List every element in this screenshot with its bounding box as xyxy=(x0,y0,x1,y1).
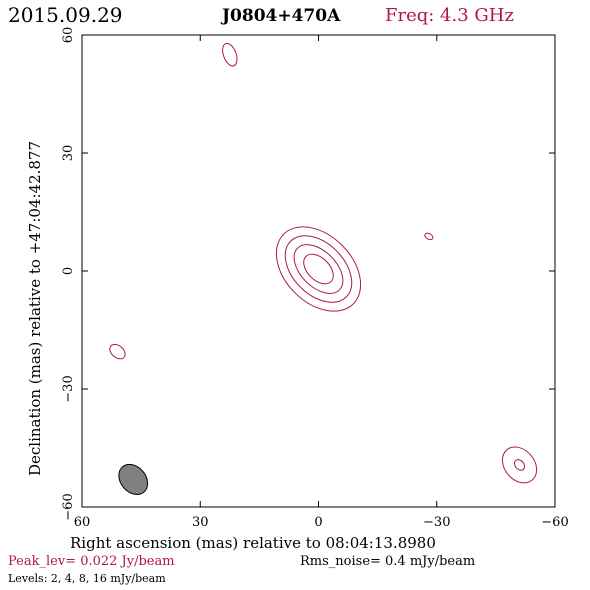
y-tick-label: −60 xyxy=(61,493,76,520)
x-tick-label: 0 xyxy=(314,515,322,530)
x-tick-label: 60 xyxy=(74,515,91,530)
x-axis-label: Right ascension (mas) relative to 08:04:… xyxy=(70,534,436,552)
rms-noise: Rms_noise= 0.4 mJy/beam xyxy=(300,554,475,569)
contour-core xyxy=(275,226,362,312)
frequency-label: Freq: 4.3 GHz xyxy=(385,5,514,26)
contour-core xyxy=(293,244,344,294)
source-name: J0804+470A xyxy=(220,6,341,26)
axis-ticks xyxy=(81,34,556,508)
y-tick-label: −30 xyxy=(61,375,76,402)
contour-w-dot xyxy=(424,232,434,241)
plot-frame xyxy=(81,34,556,508)
y-tick-label: 0 xyxy=(61,267,76,275)
contour-levels: Levels: 2, 4, 8, 16 mJy/beam xyxy=(8,572,166,585)
x-tick-label: −30 xyxy=(423,515,450,530)
y-axis-label: Declination (mas) relative to +47:04:42.… xyxy=(26,141,44,476)
y-tick-label: 30 xyxy=(61,145,76,162)
contour-sw-blob xyxy=(501,446,538,484)
beam-ellipse xyxy=(118,463,149,496)
beam-shape xyxy=(118,463,149,496)
x-tick-label: −60 xyxy=(541,515,568,530)
axis-tick-labels: 60 30 0 −30 −60 −60 −30 0 30 60 xyxy=(61,27,569,530)
contour-core xyxy=(303,253,334,285)
contour-e-blob xyxy=(109,343,126,360)
contour-n-blob xyxy=(222,42,238,67)
contour-sw-blob xyxy=(513,459,526,471)
observation-date: 2015.09.29 xyxy=(8,3,123,27)
contour-core xyxy=(284,235,353,303)
y-tick-label: 60 xyxy=(61,27,76,44)
peak-level: Peak_lev= 0.022 Jy/beam xyxy=(8,554,175,569)
x-tick-label: 30 xyxy=(192,515,209,530)
contours xyxy=(109,42,538,484)
